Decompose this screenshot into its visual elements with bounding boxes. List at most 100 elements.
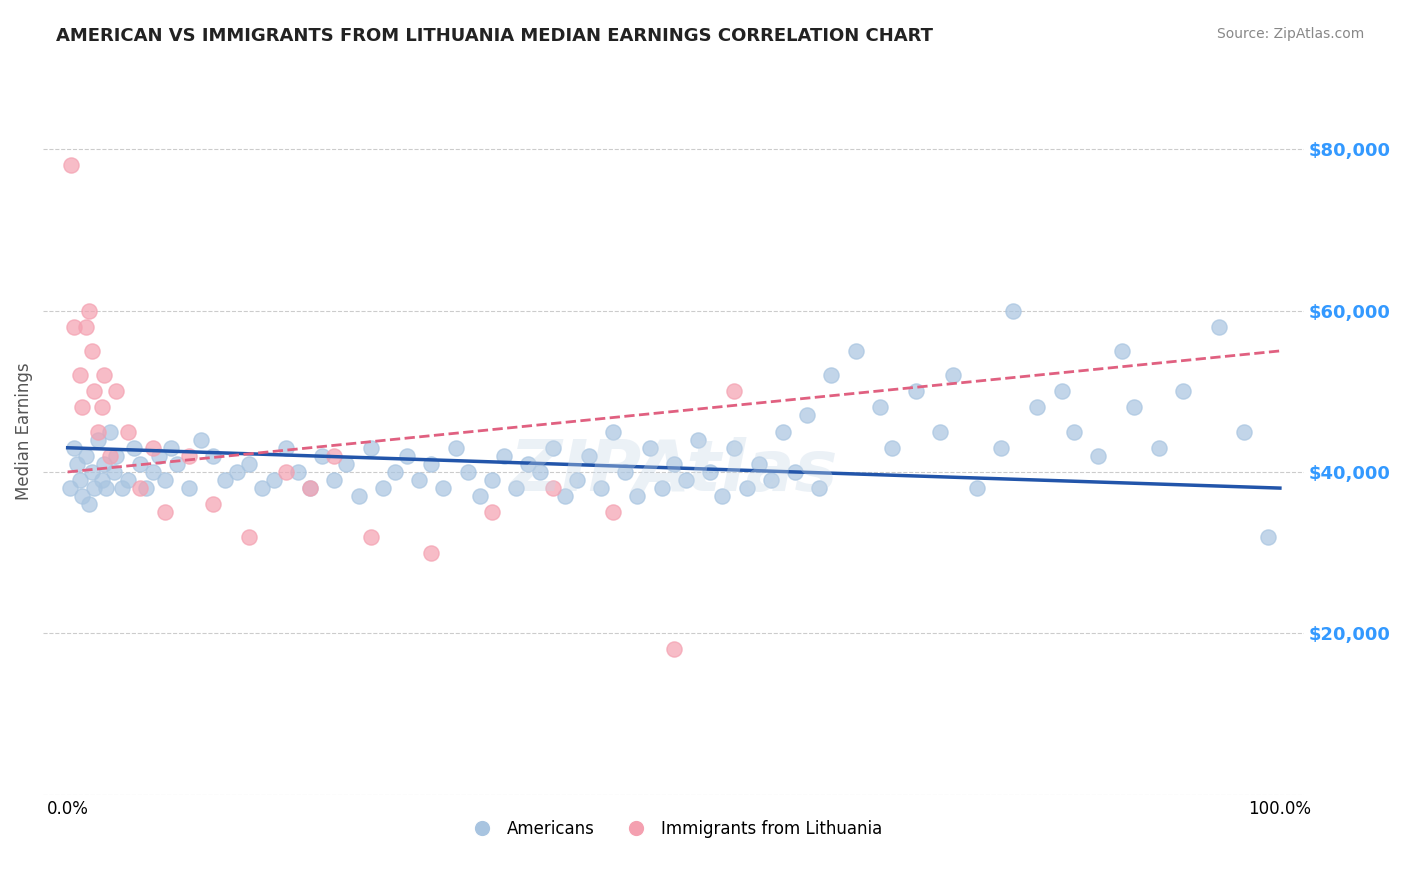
Point xyxy=(124,441,146,455)
Point xyxy=(990,441,1012,455)
Legend: Americans, Immigrants from Lithuania: Americans, Immigrants from Lithuania xyxy=(458,814,889,845)
Point xyxy=(626,489,648,503)
Point xyxy=(420,457,443,471)
Point xyxy=(129,481,152,495)
Point xyxy=(153,473,176,487)
Point xyxy=(347,489,370,503)
Point xyxy=(238,529,260,543)
Point xyxy=(578,449,600,463)
Point xyxy=(335,457,357,471)
Point xyxy=(420,546,443,560)
Point xyxy=(153,505,176,519)
Point xyxy=(905,384,928,399)
Point xyxy=(1208,319,1230,334)
Point xyxy=(408,473,430,487)
Point xyxy=(759,473,782,487)
Point xyxy=(1123,401,1146,415)
Point xyxy=(83,481,105,495)
Point xyxy=(299,481,322,495)
Point xyxy=(1087,449,1109,463)
Point xyxy=(371,481,394,495)
Point xyxy=(820,368,842,383)
Point xyxy=(360,529,382,543)
Point xyxy=(457,465,479,479)
Point xyxy=(808,481,831,495)
Point xyxy=(70,489,93,503)
Point xyxy=(675,473,697,487)
Point xyxy=(177,449,200,463)
Point xyxy=(69,368,91,383)
Point xyxy=(723,384,745,399)
Point xyxy=(662,642,685,657)
Point xyxy=(602,425,624,439)
Point xyxy=(845,343,868,358)
Point xyxy=(468,489,491,503)
Point xyxy=(75,319,97,334)
Point xyxy=(929,425,952,439)
Point xyxy=(735,481,758,495)
Point xyxy=(226,465,249,479)
Point xyxy=(432,481,454,495)
Point xyxy=(711,489,734,503)
Point xyxy=(60,158,83,172)
Point xyxy=(90,401,112,415)
Point xyxy=(1063,425,1085,439)
Point xyxy=(202,449,225,463)
Point xyxy=(214,473,236,487)
Point xyxy=(87,433,110,447)
Point xyxy=(59,481,82,495)
Point xyxy=(75,449,97,463)
Point xyxy=(93,368,115,383)
Point xyxy=(148,449,170,463)
Point xyxy=(589,481,612,495)
Point xyxy=(111,481,134,495)
Point xyxy=(529,465,551,479)
Point xyxy=(70,401,93,415)
Point xyxy=(105,449,128,463)
Point xyxy=(686,433,709,447)
Point xyxy=(274,465,297,479)
Point xyxy=(396,449,419,463)
Point xyxy=(80,343,103,358)
Point xyxy=(66,457,89,471)
Text: AMERICAN VS IMMIGRANTS FROM LITHUANIA MEDIAN EARNINGS CORRELATION CHART: AMERICAN VS IMMIGRANTS FROM LITHUANIA ME… xyxy=(56,27,934,45)
Point xyxy=(1002,303,1025,318)
Point xyxy=(942,368,965,383)
Point xyxy=(1111,343,1133,358)
Point xyxy=(117,425,139,439)
Point xyxy=(79,303,101,318)
Point xyxy=(384,465,406,479)
Point xyxy=(274,441,297,455)
Point xyxy=(880,441,903,455)
Point xyxy=(263,473,285,487)
Point xyxy=(311,449,333,463)
Point xyxy=(614,465,637,479)
Point xyxy=(1171,384,1194,399)
Point xyxy=(602,505,624,519)
Point xyxy=(444,441,467,455)
Point xyxy=(90,473,112,487)
Point xyxy=(481,505,503,519)
Point xyxy=(1232,425,1254,439)
Point xyxy=(565,473,588,487)
Text: ZIPAtlas: ZIPAtlas xyxy=(509,437,838,507)
Point xyxy=(238,457,260,471)
Point xyxy=(80,465,103,479)
Point xyxy=(79,497,101,511)
Point xyxy=(190,433,212,447)
Point xyxy=(541,441,564,455)
Point xyxy=(1147,441,1170,455)
Point xyxy=(135,481,157,495)
Point xyxy=(83,384,105,399)
Point xyxy=(177,481,200,495)
Text: Source: ZipAtlas.com: Source: ZipAtlas.com xyxy=(1216,27,1364,41)
Point xyxy=(87,425,110,439)
Point xyxy=(481,473,503,487)
Y-axis label: Median Earnings: Median Earnings xyxy=(15,363,32,500)
Point xyxy=(1050,384,1073,399)
Point xyxy=(323,473,346,487)
Point xyxy=(117,473,139,487)
Point xyxy=(554,489,576,503)
Point xyxy=(662,457,685,471)
Point xyxy=(287,465,309,479)
